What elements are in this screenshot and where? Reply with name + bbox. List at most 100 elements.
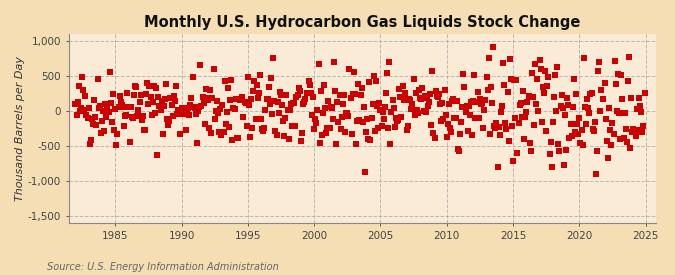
Point [290, 123, 301, 128]
Point [138, 128, 149, 132]
Point [367, 101, 378, 106]
Point [638, 123, 649, 128]
Point [260, 108, 271, 113]
Point [80, 94, 90, 98]
Point [235, 98, 246, 103]
Point [236, 97, 246, 101]
Point [136, 118, 147, 122]
Point [480, 98, 491, 102]
Point [123, 104, 134, 109]
Point [182, 109, 192, 114]
Point [445, 126, 456, 130]
Point [272, 100, 283, 104]
Point [256, 127, 267, 131]
Point [549, 73, 560, 77]
Point [88, 122, 99, 126]
Title: Monthly U.S. Hydrocarbon Gas Liquids Stock Change: Monthly U.S. Hydrocarbon Gas Liquids Sto… [144, 15, 580, 30]
Point [457, 105, 468, 109]
Point [549, 95, 560, 99]
Point [491, 121, 502, 126]
Point [263, 85, 274, 89]
Point [410, 91, 421, 95]
Point [483, 56, 494, 60]
Point [504, 138, 514, 143]
Point [192, 141, 202, 145]
Point [629, 129, 640, 133]
Point [254, 72, 265, 77]
Point [575, 141, 586, 146]
Point [572, 122, 583, 127]
Point [241, 123, 252, 128]
Point [343, 114, 354, 118]
Point [207, 96, 218, 100]
Point [251, 83, 262, 87]
Point [278, 119, 289, 123]
Point [325, 105, 336, 110]
Point [155, 107, 166, 112]
Point [497, 61, 508, 65]
Point [116, 102, 127, 107]
Point [579, 104, 590, 109]
Point [556, 93, 567, 97]
Point [261, 97, 272, 102]
Point [333, 120, 344, 124]
Point [287, 124, 298, 128]
Point [620, 126, 631, 131]
Point [489, 124, 500, 128]
Point [267, 112, 277, 116]
Point [234, 97, 244, 101]
Point [104, 70, 115, 74]
Point [163, 123, 173, 128]
Point [506, 123, 517, 128]
Point [438, 117, 449, 122]
Point [169, 99, 180, 103]
Point [86, 138, 97, 142]
Point [357, 120, 368, 125]
Point [543, 75, 554, 79]
Point [488, 45, 499, 49]
Point [348, 92, 358, 96]
Point [386, 110, 397, 114]
Point [610, 58, 620, 63]
Point [607, 120, 618, 125]
Point [481, 74, 492, 79]
Point [573, 132, 584, 136]
Point [148, 83, 159, 88]
Point [385, 142, 396, 147]
Point [279, 134, 290, 138]
Point [277, 103, 288, 107]
Point [525, 149, 536, 153]
Point [627, 130, 638, 135]
Point [478, 126, 489, 130]
Point [418, 109, 429, 114]
Point [346, 131, 357, 136]
Point [452, 99, 462, 103]
Point [351, 141, 362, 146]
Point [583, 106, 593, 111]
Point [150, 111, 161, 115]
Point [443, 102, 454, 106]
Point [196, 104, 207, 108]
Point [376, 124, 387, 128]
Point [407, 101, 418, 106]
Point [358, 105, 369, 109]
Point [151, 86, 161, 90]
Point [344, 67, 355, 72]
Point [439, 87, 450, 92]
Point [141, 92, 152, 97]
Point [365, 138, 376, 142]
Point [304, 83, 315, 87]
Point [161, 81, 171, 86]
Point [511, 78, 522, 82]
Point [144, 84, 155, 88]
Point [202, 96, 213, 100]
Point [83, 106, 94, 111]
Point [634, 104, 645, 108]
Point [636, 110, 647, 114]
Point [426, 123, 437, 127]
Point [391, 116, 402, 120]
Point [107, 120, 117, 124]
Point [369, 129, 380, 134]
Point [154, 104, 165, 108]
Point [570, 92, 581, 96]
